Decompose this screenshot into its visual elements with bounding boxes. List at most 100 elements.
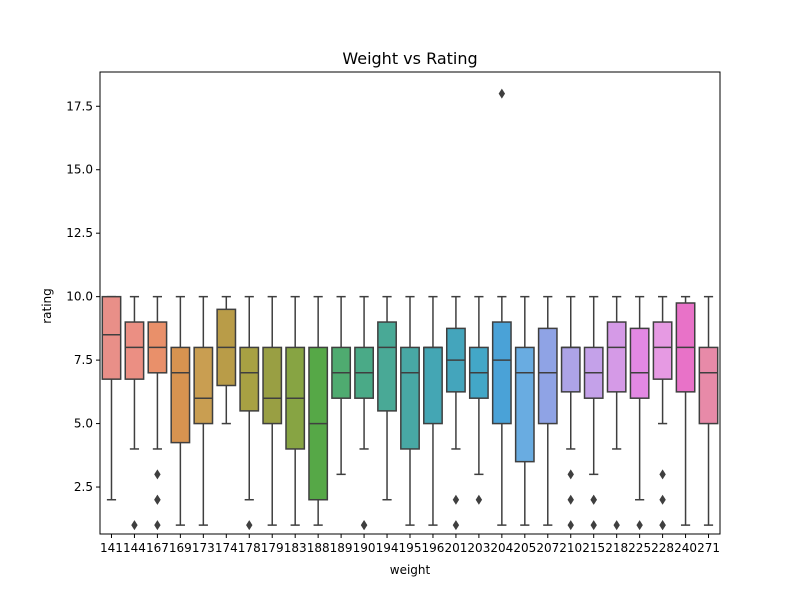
x-tick-label: 240 (674, 541, 697, 555)
x-tick-label: 196 (422, 541, 445, 555)
chart-title: Weight vs Rating (342, 49, 477, 68)
y-tick-label: 17.5 (66, 99, 93, 113)
outlier-point (498, 88, 506, 99)
box-group-173 (193, 295, 214, 526)
outlier-point (567, 520, 574, 531)
box (652, 321, 673, 380)
x-tick-label: 195 (399, 541, 422, 555)
x-tick-label: 178 (238, 541, 261, 555)
outlier-point (636, 520, 643, 531)
x-tick-label: 207 (536, 541, 559, 555)
x-tick-label: 169 (169, 541, 192, 555)
box-group-183 (285, 295, 306, 526)
box-group-240 (675, 295, 696, 526)
box-group-190 (354, 295, 375, 531)
box-group-179 (262, 295, 283, 526)
box (400, 346, 420, 450)
box-group-218 (606, 295, 627, 531)
box-group-196 (423, 295, 443, 526)
x-tick-label: 174 (215, 541, 238, 555)
x-axis-label: weight (390, 563, 431, 577)
y-tick-label: 15.0 (66, 163, 93, 177)
box-group-205 (514, 295, 535, 526)
box (124, 321, 145, 380)
y-tick-label: 2.5 (74, 480, 93, 494)
outlier-point (154, 469, 161, 480)
box (101, 295, 122, 380)
box-group-207 (537, 295, 558, 526)
x-tick-label: 225 (628, 541, 651, 555)
box-group-188 (308, 295, 329, 526)
box (377, 321, 397, 412)
plot-frame (99, 71, 721, 535)
x-tick-label: 205 (513, 541, 536, 555)
outlier-point (360, 520, 368, 531)
box (560, 346, 581, 393)
box (193, 346, 214, 425)
box-group-225 (629, 295, 650, 531)
outlier-point (475, 494, 483, 505)
outlier-point (567, 469, 574, 480)
box-group-204 (491, 88, 512, 526)
box (606, 321, 627, 393)
x-tick-label: 215 (582, 541, 605, 555)
x-axis: 141 144 167 169 173 174 178 179 183 188 189 190 194 1… (100, 534, 720, 555)
x-tick-label: 183 (284, 541, 307, 555)
outlier-point (590, 494, 597, 505)
x-tick-label: 141 (100, 541, 123, 555)
box-group-144 (124, 295, 145, 531)
box-group-167 (147, 295, 168, 531)
y-axis-label: rating (40, 288, 54, 324)
x-tick-label: 204 (490, 541, 513, 555)
box-group-194 (377, 295, 397, 501)
plot-area (101, 88, 719, 531)
box-group-189 (331, 295, 352, 476)
y-tick-label: 12.5 (66, 226, 93, 240)
outlier-point (452, 494, 460, 505)
box-group-169 (170, 295, 191, 526)
box-group-174 (216, 295, 237, 425)
box (629, 327, 650, 399)
outlier-point (659, 494, 666, 505)
box-group-201 (445, 295, 466, 531)
box (491, 321, 512, 425)
box-group-203 (468, 295, 489, 505)
box-group-141 (101, 295, 122, 501)
outlier-point (154, 520, 161, 531)
box (423, 346, 443, 425)
y-tick-label: 5.0 (74, 417, 93, 431)
box (239, 346, 260, 412)
box (262, 346, 283, 425)
box-group-210 (560, 295, 581, 531)
x-tick-label: 228 (651, 541, 674, 555)
y-tick-label: 10.0 (66, 290, 93, 304)
x-tick-label: 218 (605, 541, 628, 555)
outlier-point (154, 494, 161, 505)
x-tick-label: 189 (330, 541, 353, 555)
outlier-point (590, 520, 597, 531)
box-group-271 (698, 295, 719, 526)
x-tick-label: 190 (353, 541, 376, 555)
x-tick-label: 179 (261, 541, 284, 555)
outlier-point (452, 520, 460, 531)
x-tick-label: 167 (146, 541, 169, 555)
outlier-point (659, 469, 666, 480)
y-axis: 2.5 5.0 7.5 10.0 12.5 15.0 17.5 (66, 99, 100, 494)
box (698, 346, 719, 425)
box (170, 346, 191, 444)
x-tick-label: 194 (376, 541, 399, 555)
box-group-228 (652, 295, 673, 531)
outlier-point (131, 520, 138, 531)
x-tick-label: 188 (307, 541, 330, 555)
outlier-point (659, 520, 666, 531)
x-tick-label: 173 (192, 541, 215, 555)
x-tick-label: 203 (467, 541, 490, 555)
box-group-215 (583, 295, 604, 531)
x-tick-label: 201 (444, 541, 467, 555)
outlier-point (567, 494, 574, 505)
box-group-195 (400, 295, 420, 526)
box (514, 346, 535, 463)
x-tick-label: 271 (697, 541, 720, 555)
